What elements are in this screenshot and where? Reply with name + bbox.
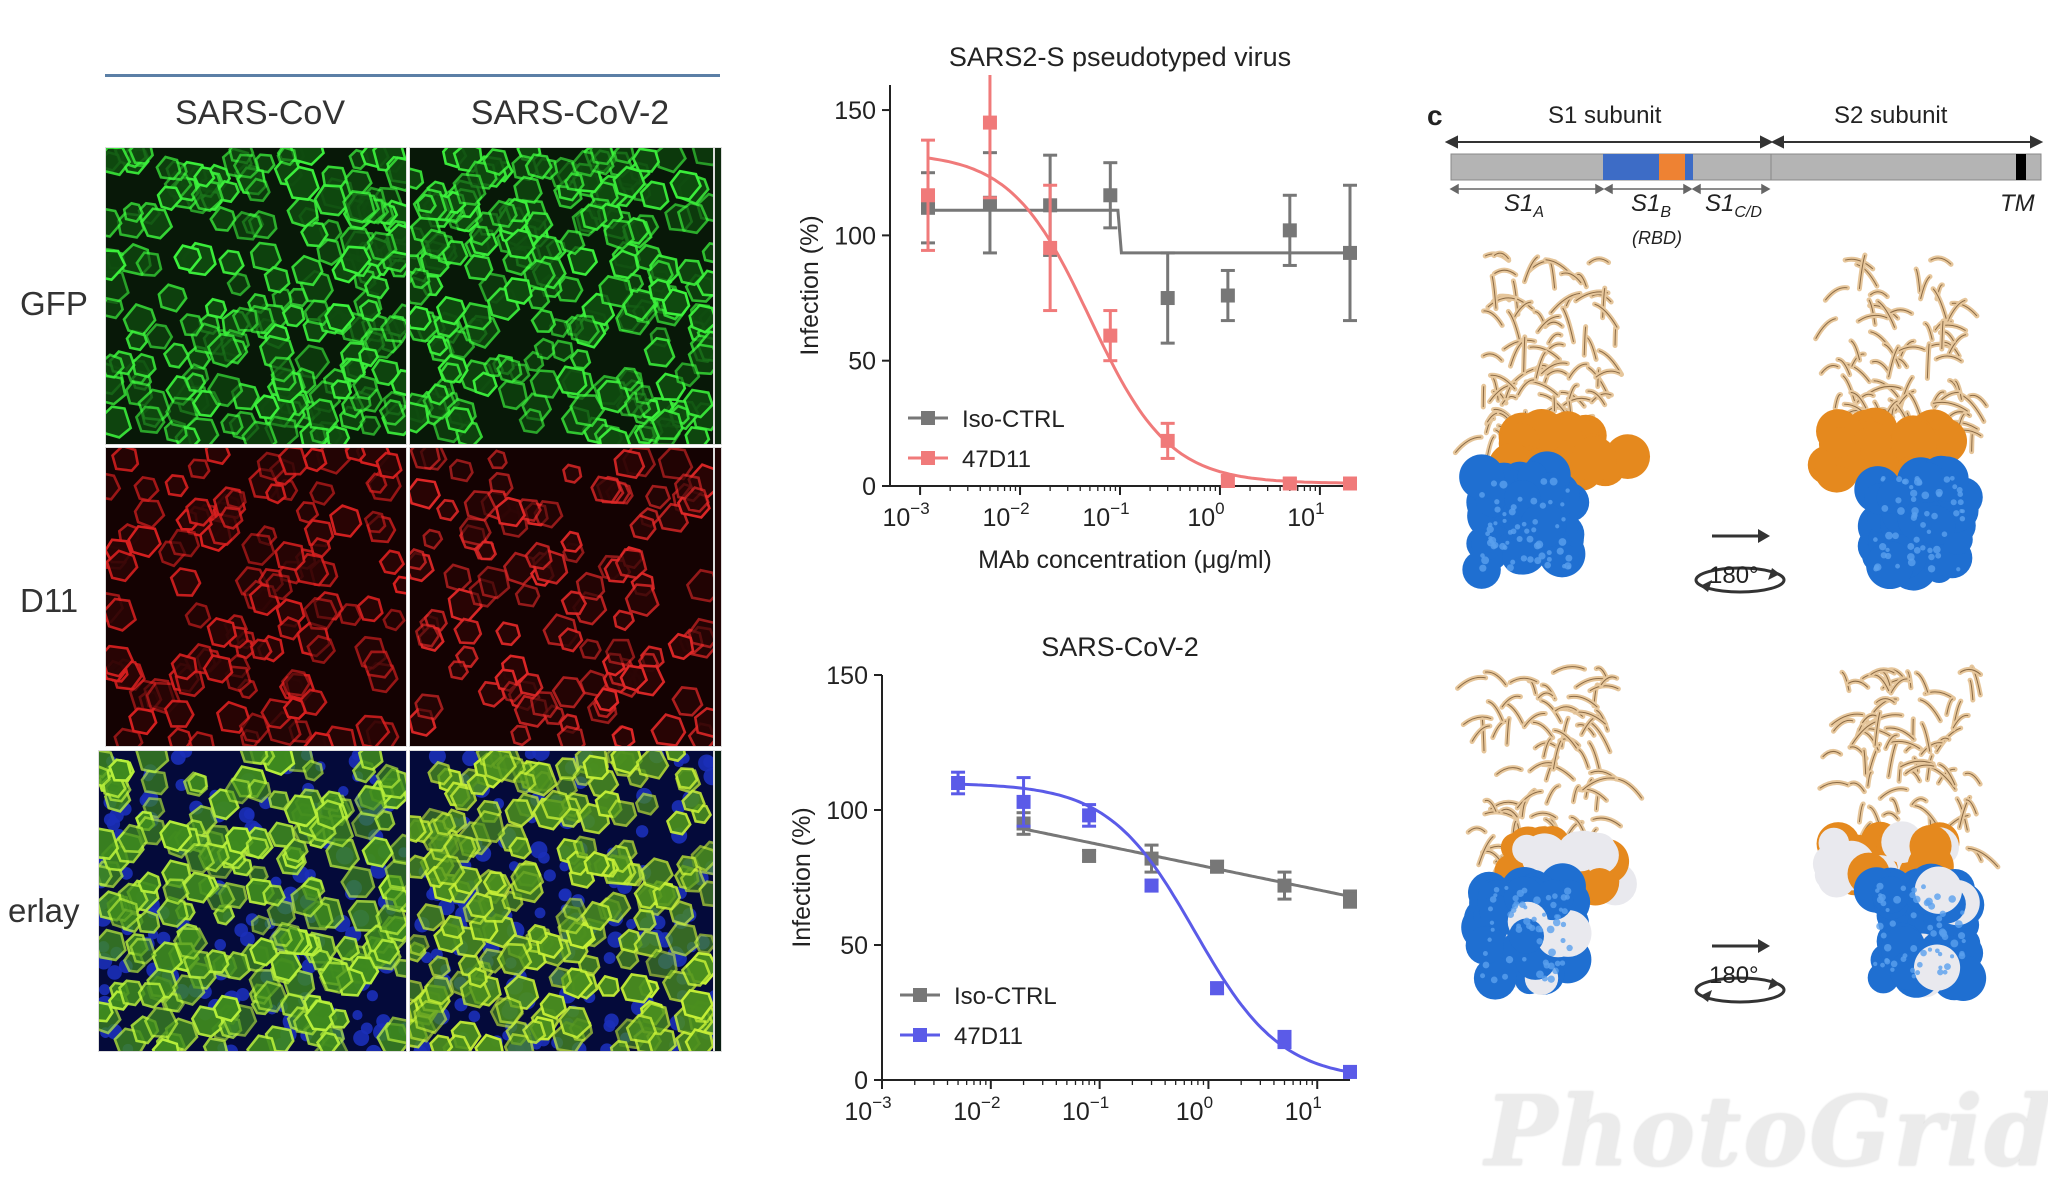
micrograph-sars-cov-gfp (105, 147, 407, 445)
data-point (1220, 288, 1235, 303)
domain-label-s1cd: S1C/D (1705, 190, 1762, 221)
y-tick-label: 100 (834, 222, 876, 250)
micrograph-sars-cov-overlay (98, 750, 407, 1052)
legend-label: 47D11 (962, 446, 1031, 473)
data-point (982, 195, 997, 210)
x-tick-label: 101 (1285, 1093, 1322, 1126)
s2-subunit-label: S2 subunit (1834, 102, 1948, 129)
rbd-label: (RBD) (1632, 228, 1682, 248)
data-point (1277, 1032, 1292, 1047)
data-point (1103, 188, 1118, 203)
legend-label: Iso-CTRL (962, 406, 1065, 433)
column-header-sars-cov: SARS-CoV (174, 94, 346, 132)
fit-curve-0 (1023, 827, 1351, 898)
y-tick-label: 50 (840, 932, 868, 960)
data-point (1210, 859, 1225, 874)
chart-sars-cov-2: 0 50 100 150 10−3 10−2 10−1 100 101 Infection (%)… (788, 665, 1357, 1126)
data-point (1277, 878, 1292, 893)
y-tick-label: 50 (848, 348, 876, 376)
data-point (1043, 240, 1058, 255)
x-axis-label: MAb concentration (μg/ml) (978, 546, 1272, 574)
legend-marker (921, 411, 935, 425)
data-point (982, 115, 997, 130)
domain-label-s1b: S1B (1631, 190, 1672, 221)
micrograph-sars-cov-antibody (105, 447, 407, 747)
spike-structure-rotated-top (1807, 252, 1989, 591)
micrograph-sars-cov-2-overlay (409, 750, 714, 1052)
y-tick-label: 0 (862, 473, 876, 501)
data-point (1343, 1064, 1357, 1079)
row-label-overlay: erlay (8, 892, 80, 929)
spike-domain-bar (1445, 135, 2044, 195)
data-point (1343, 892, 1357, 907)
rotation-arrow-icon (1694, 529, 1786, 594)
micrograph-edge-strip (714, 447, 722, 747)
data-point (1220, 473, 1235, 488)
data-point (1282, 476, 1297, 491)
data-point (1343, 245, 1357, 260)
data-point (1082, 848, 1097, 863)
chart-title-pseudotyped: SARS2-S pseudotyped virus (948, 42, 1292, 72)
data-point (1160, 291, 1175, 306)
y-tick-label: 150 (826, 665, 868, 690)
data-point (1103, 328, 1118, 343)
micrograph-sars-cov-2-gfp (409, 147, 714, 445)
data-point (1144, 851, 1159, 866)
legend-label: 47D11 (954, 1023, 1023, 1050)
chart-title-sars-cov-2: SARS-CoV-2 (1041, 632, 1199, 662)
data-point (1160, 433, 1175, 448)
fit-curve-0 (928, 208, 1350, 255)
spike-structure-front-top (1452, 250, 1651, 589)
data-point (921, 188, 936, 203)
spike-structure-front-bottom (1455, 664, 1645, 1000)
column-header-sars-cov-2: SARS-CoV-2 (470, 94, 670, 132)
data-point (951, 776, 966, 790)
y-tick-label: 0 (854, 1067, 868, 1095)
row-label-d11: D11 (20, 582, 79, 619)
legend-marker (913, 988, 927, 1002)
x-tick-label: 10−2 (982, 499, 1029, 532)
chart-pseudotyped-virus: 0 50 100 150 10−3 10−2 10−1 100 101 Infection (%)… (796, 75, 1357, 574)
rotation-arrow-icon (1694, 939, 1786, 1004)
micrograph-edge-strip (714, 750, 722, 1052)
micrograph-edge-strip (714, 147, 722, 445)
legend-marker (921, 451, 935, 465)
tm-label: TM (2000, 190, 2035, 217)
panel-top-rule (105, 74, 720, 77)
y-axis-label: Infection (%) (796, 215, 824, 355)
x-tick-label: 10−1 (1062, 1093, 1109, 1126)
x-tick-label: 100 (1187, 499, 1224, 532)
legend-marker (913, 1028, 927, 1042)
data-point (1082, 808, 1097, 823)
y-tick-label: 150 (834, 97, 876, 125)
data-point (1144, 878, 1159, 893)
x-tick-label: 10−3 (882, 499, 929, 532)
row-label-gfp: GFP (20, 285, 88, 322)
x-tick-label: 101 (1287, 499, 1324, 532)
x-tick-label: 10−1 (1082, 499, 1129, 532)
legend-label: Iso-CTRL (954, 983, 1057, 1010)
x-tick-label: 10−3 (844, 1093, 891, 1126)
data-point (1210, 981, 1225, 996)
rotation-label-top: 180° (1709, 562, 1759, 589)
domain-label-s1a: S1A (1504, 190, 1545, 221)
fit-curve-1 (927, 156, 1350, 485)
data-point (1343, 476, 1357, 491)
x-tick-label: 100 (1176, 1093, 1213, 1126)
panel-letter-c: c (1427, 100, 1443, 131)
x-tick-label: 10−2 (953, 1093, 1000, 1126)
spike-structure-rotated-bottom (1812, 664, 2001, 1001)
y-tick-label: 100 (826, 797, 868, 825)
data-point (1282, 223, 1297, 238)
data-point (1016, 794, 1031, 809)
rotation-label-bottom: 180° (1709, 962, 1759, 989)
y-axis-label: Infection (%) (788, 807, 816, 947)
micrograph-sars-cov-2-antibody (409, 447, 714, 747)
photogrid-watermark: PhotoGrid (1485, 1075, 2048, 1188)
s1-subunit-label: S1 subunit (1548, 102, 1662, 129)
